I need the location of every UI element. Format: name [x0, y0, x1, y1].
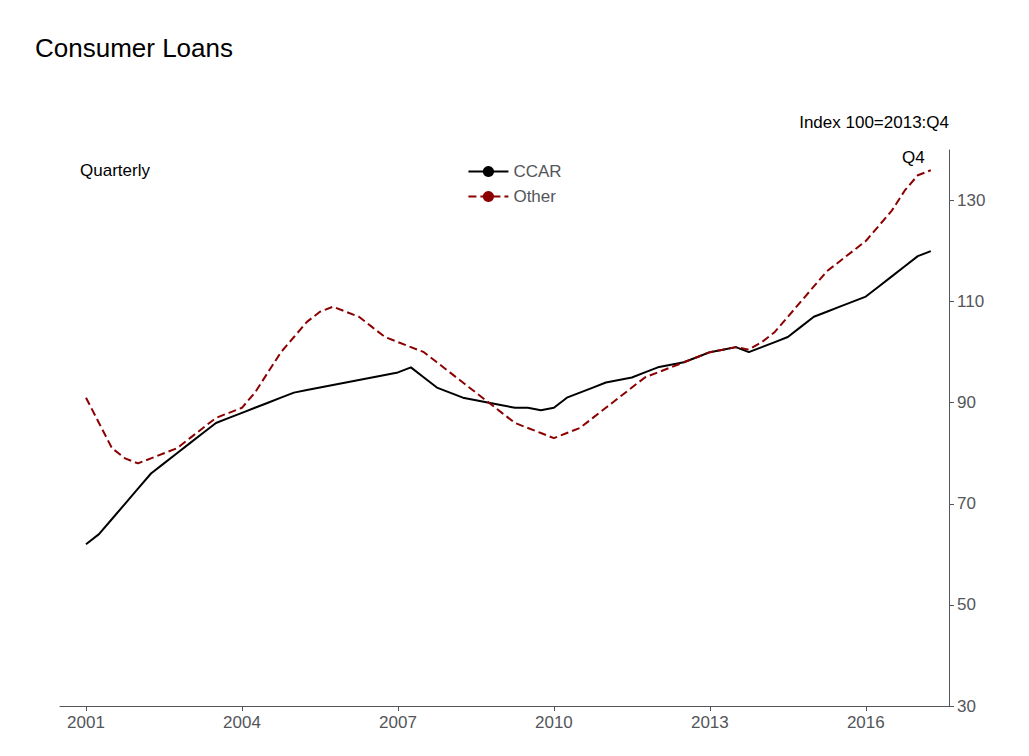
svg-text:110: 110	[957, 292, 984, 311]
svg-text:2004: 2004	[223, 713, 261, 732]
svg-text:90: 90	[957, 393, 976, 412]
svg-text:50: 50	[957, 595, 976, 614]
svg-text:Other: Other	[513, 187, 556, 206]
svg-text:2007: 2007	[379, 713, 417, 732]
svg-text:2010: 2010	[535, 713, 573, 732]
svg-text:CCAR: CCAR	[513, 162, 561, 181]
svg-text:Quarterly: Quarterly	[80, 161, 150, 180]
svg-text:Consumer Loans: Consumer Loans	[35, 33, 233, 63]
svg-text:130: 130	[957, 191, 985, 210]
svg-text:2001: 2001	[67, 713, 105, 732]
svg-text:2013: 2013	[691, 713, 729, 732]
svg-text:Q4: Q4	[902, 148, 925, 167]
svg-text:70: 70	[957, 494, 976, 513]
svg-text:Index 100=2013:Q4: Index 100=2013:Q4	[799, 113, 949, 132]
svg-text:30: 30	[957, 697, 976, 716]
svg-text:2016: 2016	[847, 713, 885, 732]
